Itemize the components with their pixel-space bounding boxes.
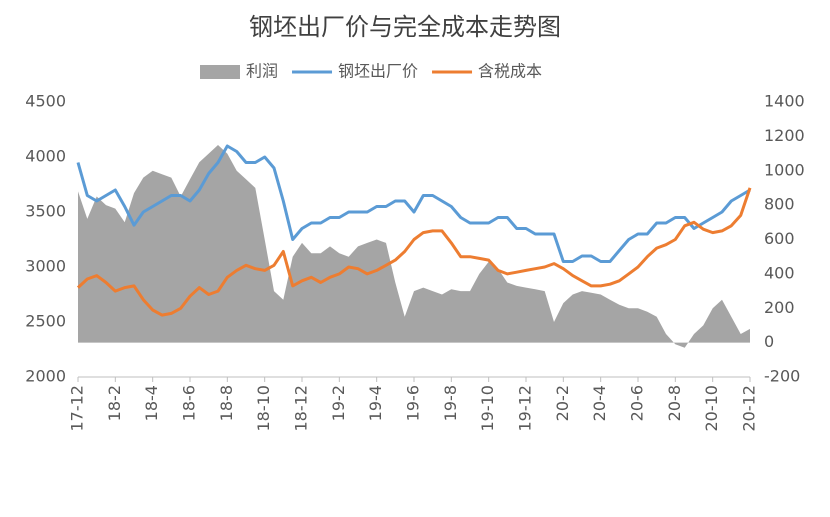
x-tick-label: 18-4 (142, 385, 161, 421)
y-tick-label: 4000 (25, 147, 66, 166)
legend-label: 含税成本 (478, 62, 542, 81)
y2-tick-label: 600 (764, 229, 795, 248)
line (76, 187, 752, 317)
x-tick-label: 19-2 (329, 385, 348, 421)
y-tick-label: 3500 (25, 202, 66, 221)
y2-tick-label: 800 (764, 195, 795, 214)
x-tick-label: 20-12 (740, 385, 759, 432)
x-tick-label: 18-12 (292, 385, 311, 432)
y2-tick-label: 200 (764, 298, 795, 317)
y2-tick-label: -200 (764, 367, 800, 386)
x-tick-label: 18-10 (254, 385, 273, 432)
legend-swatch (200, 65, 240, 79)
y-tick-label: 2000 (25, 367, 66, 386)
x-tick-label: 20-6 (628, 385, 647, 421)
y2-tick-label: 1400 (764, 92, 805, 111)
y2-tick-label: 1000 (764, 160, 805, 179)
x-tick-label: 18-8 (217, 385, 236, 421)
x-tick-label: 19-12 (516, 385, 535, 432)
x-tick-label: 20-4 (590, 385, 609, 421)
y2-tick-label: 1200 (764, 126, 805, 145)
legend-label: 利润 (246, 62, 278, 81)
y-tick-label: 3000 (25, 257, 66, 276)
y2-tick-label: 400 (764, 263, 795, 282)
x-tick-label: 17-12 (68, 385, 87, 432)
x-tick-label: 20-10 (702, 385, 721, 432)
x-tick-label: 18-6 (180, 385, 199, 421)
legend-label: 钢坯出厂价 (338, 62, 418, 81)
x-tick-label: 20-8 (665, 385, 684, 421)
y-tick-label: 4500 (25, 92, 66, 111)
x-tick-label: 18-2 (105, 385, 124, 421)
x-tick-label: 19-10 (478, 385, 497, 432)
x-tick-label: 19-6 (404, 385, 423, 421)
x-tick-label: 19-4 (366, 385, 385, 421)
area (78, 145, 750, 348)
y-tick-label: 2500 (25, 312, 66, 331)
x-tick-label: 20-2 (553, 385, 572, 421)
chart-title: 钢坯出厂价与完全成本走势图 (249, 13, 561, 41)
y2-tick-label: 0 (764, 332, 774, 351)
x-tick-label: 19-8 (441, 385, 460, 421)
line (76, 144, 751, 263)
